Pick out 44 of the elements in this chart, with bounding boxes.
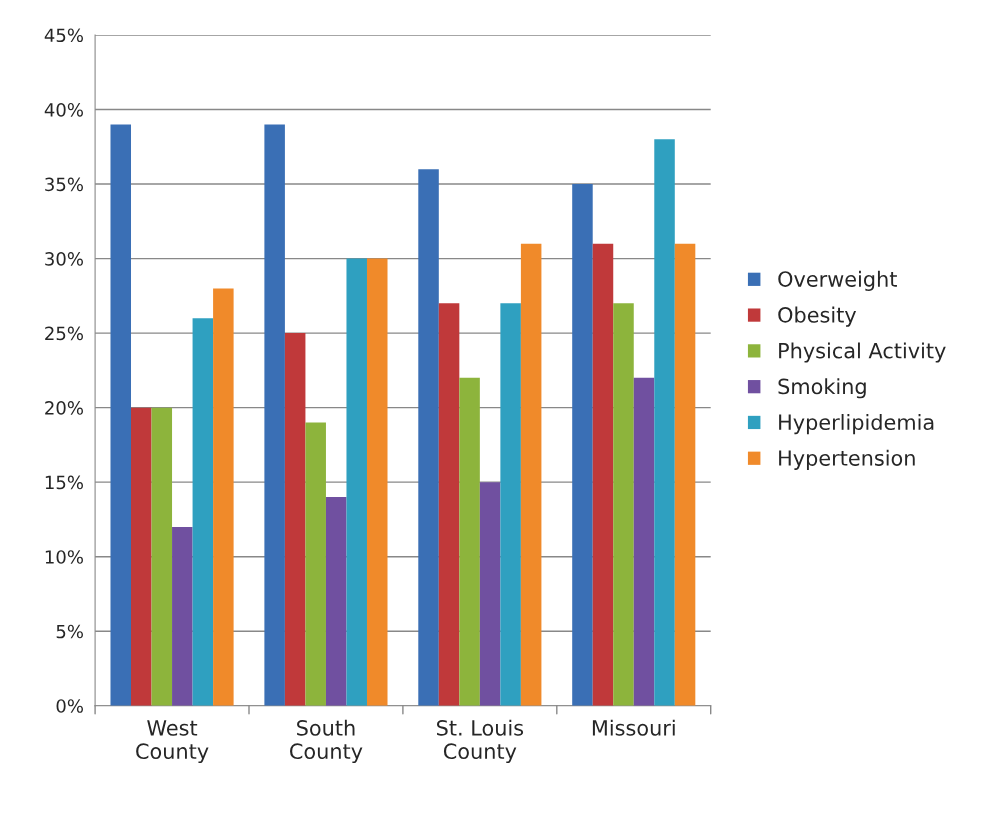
bar <box>366 258 388 706</box>
y-tick-label: 40% <box>44 102 83 117</box>
legend-label: Physical Activity <box>779 342 946 363</box>
bar <box>172 526 193 706</box>
bar <box>192 318 214 706</box>
y-tick-label: 45% <box>44 28 83 43</box>
legend-label: Obesity <box>778 306 857 327</box>
legend-label: Overweight <box>778 270 897 291</box>
x-tick-label: St. Louis County <box>436 719 524 764</box>
bar <box>438 303 460 706</box>
bar <box>520 243 542 706</box>
bar <box>305 422 326 706</box>
x-tick-label: Missouri <box>592 719 675 736</box>
bar <box>151 407 173 706</box>
y-tick-label: 10% <box>45 550 83 564</box>
y-tick-label: 5% <box>56 624 83 639</box>
bar <box>264 124 285 706</box>
legend-label: Hypertension <box>779 449 915 470</box>
bar <box>325 497 347 706</box>
y-tick-label: 20% <box>45 401 83 415</box>
bar <box>459 377 480 706</box>
bar <box>284 333 306 706</box>
legend-label: Hyperlipidemia <box>779 413 934 435</box>
bar <box>131 407 152 706</box>
bar <box>479 482 501 706</box>
bar <box>346 258 367 706</box>
y-tick-label: 15% <box>45 475 83 490</box>
x-tick-label: West County <box>136 720 209 764</box>
x-tick-label: South County <box>290 719 363 764</box>
bar <box>592 243 614 706</box>
bar <box>674 243 696 706</box>
legend-label: Smoking <box>778 378 866 399</box>
y-tick-label: 30% <box>45 252 83 266</box>
y-tick-label: 35% <box>45 177 83 192</box>
bar <box>110 124 132 706</box>
y-tick-label: 0% <box>56 699 83 713</box>
bar <box>418 169 439 706</box>
bar <box>613 303 634 706</box>
bar <box>213 288 234 706</box>
bar <box>572 184 593 706</box>
bar <box>633 377 655 706</box>
y-tick-label: 25% <box>45 326 83 341</box>
bar <box>654 139 675 706</box>
bar <box>500 303 521 706</box>
